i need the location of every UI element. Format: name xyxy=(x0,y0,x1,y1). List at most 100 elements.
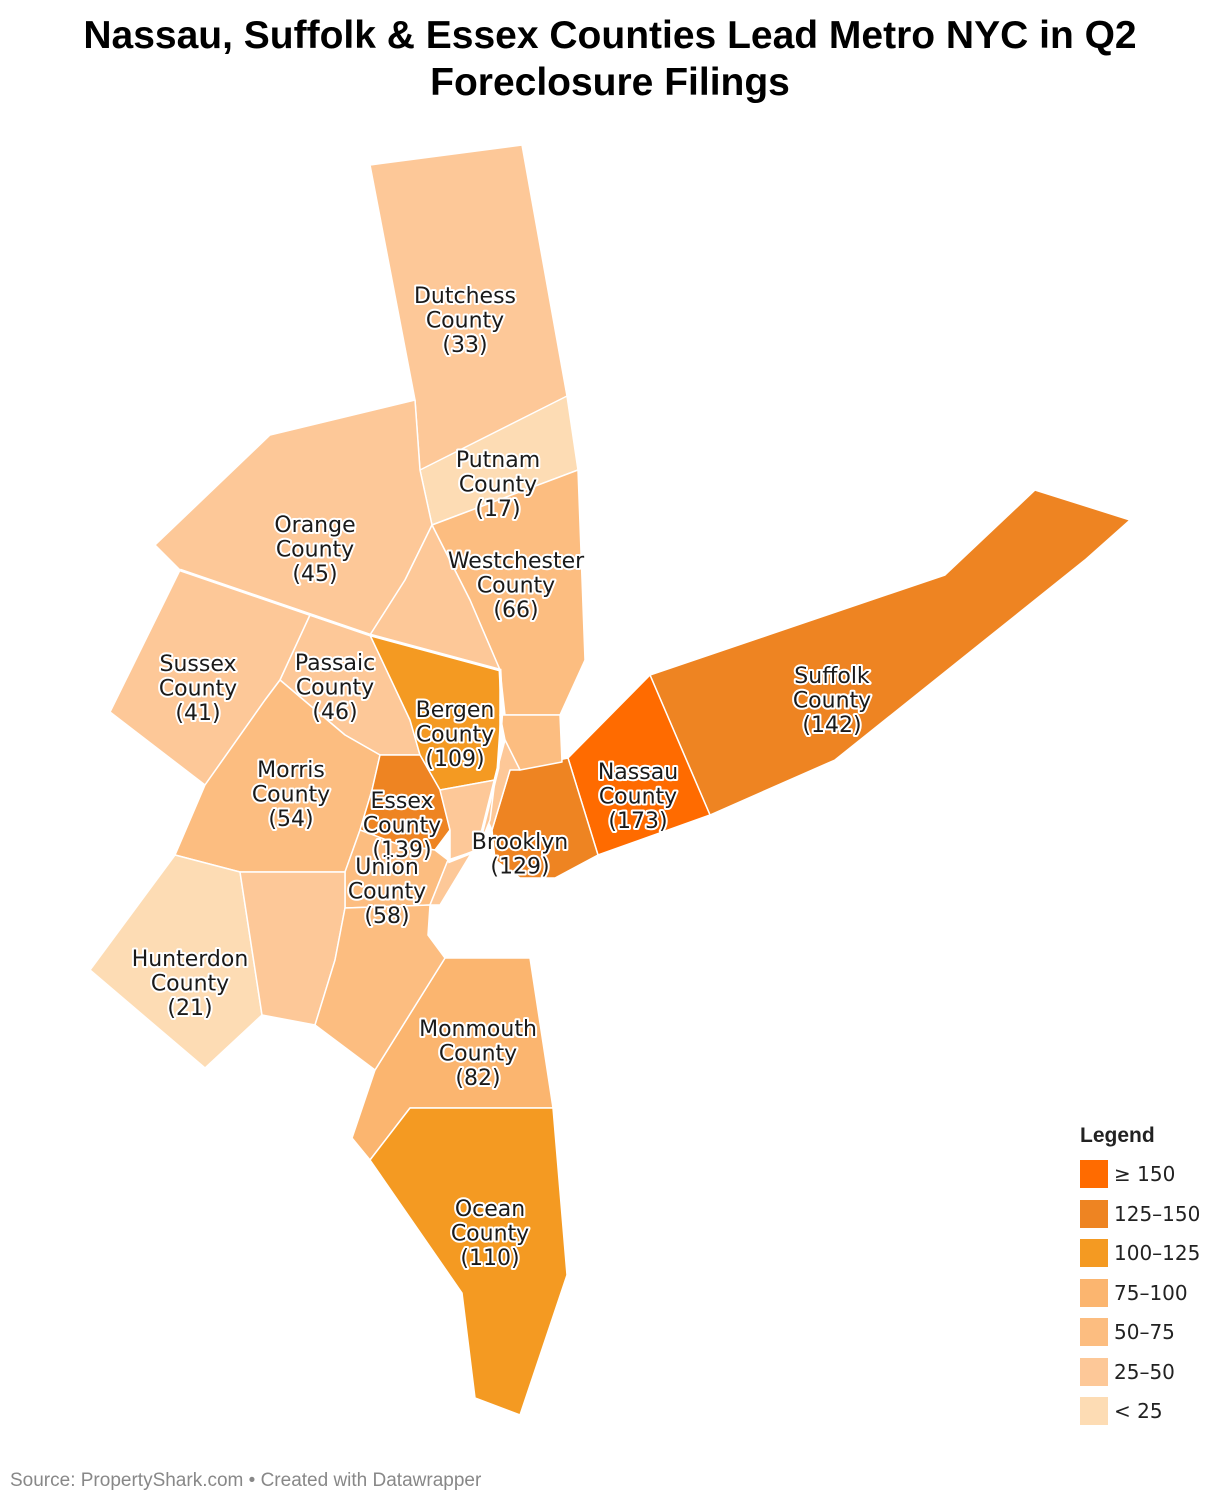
region-label-line: Westchester xyxy=(448,549,585,574)
legend-label: 25–50 xyxy=(1114,1359,1175,1384)
legend-label: 75–100 xyxy=(1114,1280,1188,1305)
region-label-orange: Orange County (45) xyxy=(274,513,355,587)
legend-swatch xyxy=(1080,1357,1108,1386)
region-label-line: Ocean xyxy=(455,1197,525,1222)
region-label-line: County xyxy=(793,689,871,714)
region-label-line: (142) xyxy=(802,713,861,738)
region-label-line: County xyxy=(151,972,229,997)
labels-layer: Dutchess County (33)Putnam County (17)Orange… xyxy=(130,282,873,1273)
legend: Legend ≥ 150 125–150 100–125 75–100 50–7… xyxy=(1080,1124,1200,1437)
region-suffolk[interactable] xyxy=(649,489,1131,816)
legend-item: 50–75 xyxy=(1080,1318,1200,1346)
region-label-line: Passaic xyxy=(295,651,375,676)
legend-swatch xyxy=(1080,1199,1108,1228)
region-label-line: Orange xyxy=(274,513,355,538)
region-label-line: (66) xyxy=(493,598,538,623)
region-label-line: County xyxy=(296,676,374,701)
legend-label: 100–125 xyxy=(1114,1241,1201,1265)
legend-item: 25–50 xyxy=(1080,1357,1200,1386)
legend-item: < 25 xyxy=(1080,1397,1200,1425)
region-label-line: (41) xyxy=(175,701,220,726)
region-label-bergen: Bergen County (109) xyxy=(416,698,495,772)
region-label-morris: Morris County (54) xyxy=(252,758,330,832)
legend-item: 125–150 xyxy=(1080,1199,1201,1228)
region-label-putnam: Putnam County (17) xyxy=(456,448,540,522)
region-label-union: Union County (58) xyxy=(348,855,426,929)
region-label-line: (45) xyxy=(292,562,337,587)
region-label-line: County xyxy=(451,1222,529,1247)
region-label-line: Bergen xyxy=(416,698,495,723)
region-label-line: Hunterdon xyxy=(132,947,249,972)
region-label-line: (54) xyxy=(268,807,313,832)
legend-label: ≥ 150 xyxy=(1114,1162,1176,1186)
legend-swatch xyxy=(1080,1278,1108,1307)
region-label-ocean: Ocean County (110) xyxy=(451,1197,529,1271)
region-label-line: Nassau xyxy=(598,760,678,785)
region-label-line: (58) xyxy=(364,904,409,929)
region-label-line: County xyxy=(599,785,677,810)
legend-swatch xyxy=(1080,1239,1108,1267)
region-label-line: County xyxy=(416,723,494,748)
title-line-1: Nassau, Suffolk & Essex Counties Lead Me… xyxy=(83,14,1137,57)
region-label-line: (21) xyxy=(167,996,212,1021)
region-bronx[interactable] xyxy=(499,714,563,771)
legend-title: Legend xyxy=(1080,1124,1155,1147)
region-label-dutchess: Dutchess County (33) xyxy=(414,284,516,358)
legend-label: 125–150 xyxy=(1114,1201,1201,1226)
region-label-line: Suffolk xyxy=(794,664,870,689)
legend-label: < 25 xyxy=(1114,1399,1163,1423)
legend-label: 50–75 xyxy=(1114,1320,1175,1344)
region-label-essex: Essex County (139) xyxy=(363,789,441,863)
title-line-2: Foreclosure Filings xyxy=(430,61,790,104)
legend-swatch xyxy=(1080,1318,1108,1346)
regions-layer xyxy=(89,144,1131,1416)
region-label-hunterdon: Hunterdon County (21) xyxy=(132,947,249,1021)
region-label-line: County xyxy=(477,574,555,599)
region-middlesex[interactable] xyxy=(314,904,446,1071)
region-label-westchester: Westchester County (66) xyxy=(448,549,585,623)
region-label-line: County xyxy=(426,309,504,334)
region-label-line: Monmouth xyxy=(419,1017,537,1042)
region-label-line: County xyxy=(363,814,441,839)
region-label-line: (46) xyxy=(312,700,357,725)
region-label-line: Morris xyxy=(257,758,325,783)
region-label-sussex: Sussex County (41) xyxy=(159,652,237,726)
region-label-line: (139) xyxy=(372,838,431,863)
legend-item: 75–100 xyxy=(1080,1278,1200,1307)
region-label-line: (17) xyxy=(475,497,520,522)
region-label-line: County xyxy=(439,1042,517,1067)
region-hunterdon[interactable] xyxy=(89,854,263,1069)
region-label-brooklyn: Brooklyn (129) xyxy=(472,830,568,880)
region-label-line: Dutchess xyxy=(414,284,516,309)
region-label-line: County xyxy=(276,538,354,563)
region-label-suffolk: Suffolk County (142) xyxy=(793,664,871,738)
region-label-line: County xyxy=(348,880,426,905)
legend-item: ≥ 150 xyxy=(1080,1160,1200,1188)
legend-swatch xyxy=(1080,1160,1108,1188)
region-label-passaic: Passaic County (46) xyxy=(295,651,375,725)
region-label-line: County xyxy=(159,677,237,702)
region-label-line: (173) xyxy=(608,809,667,834)
legend-item: 100–125 xyxy=(1080,1239,1200,1267)
region-label-monmouth: Monmouth County (82) xyxy=(419,1017,537,1091)
region-label-line: (109) xyxy=(425,747,484,772)
source-note: Source: PropertyShark.com • Created with… xyxy=(10,1470,482,1491)
region-label-line: (129) xyxy=(490,855,549,880)
chart-title: Nassau, Suffolk & Essex Counties Lead Me… xyxy=(0,12,1220,106)
region-brooklyn[interactable] xyxy=(491,757,599,879)
region-label-line: (33) xyxy=(442,333,487,358)
region-label-line: Essex xyxy=(371,789,434,814)
region-label-line: (110) xyxy=(460,1246,519,1271)
region-label-line: Putnam xyxy=(456,448,540,473)
legend-swatch xyxy=(1080,1397,1108,1425)
region-label-line: County xyxy=(252,783,330,808)
region-label-line: Brooklyn xyxy=(472,830,568,855)
region-label-line: Sussex xyxy=(160,652,237,677)
region-ocean[interactable] xyxy=(369,1107,568,1416)
region-label-nassau: Nassau County (173) xyxy=(598,760,678,834)
region-label-line: (82) xyxy=(455,1066,500,1091)
state-boundary-line xyxy=(179,568,504,864)
region-label-line: County xyxy=(459,473,537,498)
region-label-line: Union xyxy=(355,855,419,880)
